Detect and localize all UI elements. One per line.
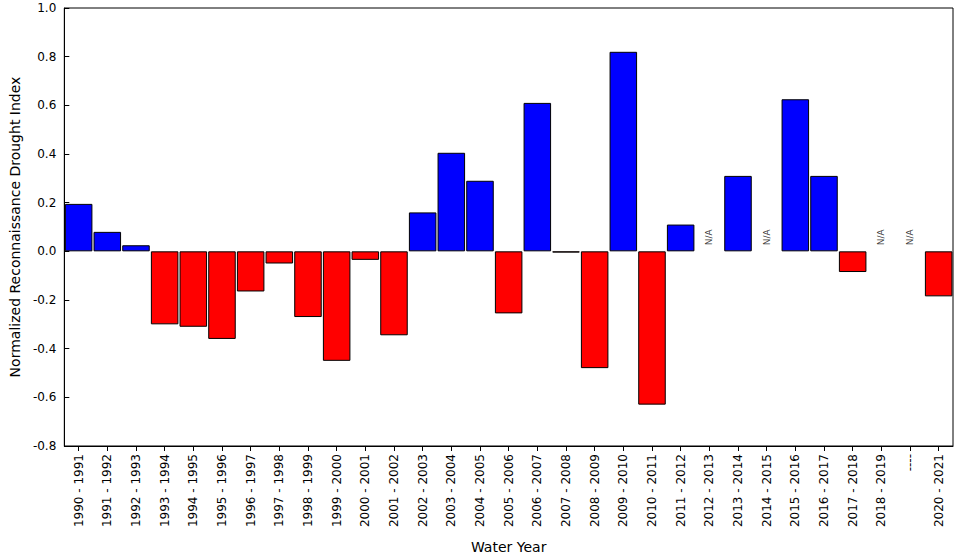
svg-text:2004 - 2005: 2004 - 2005 [473, 454, 487, 527]
svg-text:----: ---- [903, 454, 917, 471]
svg-text:1992 - 1993: 1992 - 1993 [129, 454, 143, 527]
svg-text:Normalized Reconnaissance Drou: Normalized Reconnaissance Drought Index [7, 77, 23, 378]
svg-text:0.0: 0.0 [37, 244, 56, 258]
svg-text:2003 - 2004: 2003 - 2004 [444, 454, 458, 527]
svg-text:2013 - 2014: 2013 - 2014 [731, 454, 745, 527]
svg-text:1999 - 2000: 1999 - 2000 [330, 454, 344, 527]
svg-text:2002 - 2003: 2002 - 2003 [416, 454, 430, 527]
svg-text:1997 - 1998: 1997 - 1998 [272, 454, 286, 527]
svg-text:-0.6: -0.6 [33, 390, 56, 404]
svg-text:Water Year: Water Year [471, 539, 547, 555]
svg-text:N/A: N/A [704, 229, 714, 246]
svg-text:2015 - 2016: 2015 - 2016 [788, 454, 802, 527]
svg-text:2008 - 2009: 2008 - 2009 [588, 454, 602, 527]
svg-text:2011 - 2012: 2011 - 2012 [674, 454, 688, 527]
svg-text:2017 - 2018: 2017 - 2018 [846, 454, 860, 527]
svg-text:-0.4: -0.4 [33, 342, 56, 356]
svg-text:2012 - 2013: 2012 - 2013 [702, 454, 716, 527]
svg-text:-0.8: -0.8 [33, 439, 56, 453]
svg-text:-0.2: -0.2 [33, 293, 56, 307]
svg-text:1990 - 1991: 1990 - 1991 [72, 454, 86, 527]
svg-text:N/A: N/A [876, 229, 886, 246]
svg-text:1993 - 1994: 1993 - 1994 [158, 454, 172, 527]
svg-text:1996 - 1997: 1996 - 1997 [244, 454, 258, 527]
svg-text:1998 - 1999: 1998 - 1999 [301, 454, 315, 527]
svg-text:2006 - 2007: 2006 - 2007 [530, 454, 544, 527]
svg-text:2016 - 2017: 2016 - 2017 [817, 454, 831, 527]
svg-text:2005 - 2006: 2005 - 2006 [502, 454, 516, 527]
svg-text:1995 - 1996: 1995 - 1996 [215, 454, 229, 527]
svg-text:0.4: 0.4 [37, 147, 56, 161]
svg-text:1.0: 1.0 [37, 1, 56, 15]
svg-text:2001 - 2002: 2001 - 2002 [387, 454, 401, 527]
svg-text:2014 - 2015: 2014 - 2015 [760, 454, 774, 527]
svg-text:0.6: 0.6 [37, 98, 56, 112]
svg-text:N/A: N/A [762, 229, 772, 246]
svg-text:N/A: N/A [905, 229, 915, 246]
svg-text:2007 - 2008: 2007 - 2008 [559, 454, 573, 527]
svg-text:0.8: 0.8 [37, 50, 56, 64]
svg-text:2000 - 2001: 2000 - 2001 [358, 454, 372, 527]
svg-text:0.2: 0.2 [37, 196, 56, 210]
svg-text:1994 - 1995: 1994 - 1995 [186, 454, 200, 527]
svg-text:2020 - 2021: 2020 - 2021 [932, 454, 946, 527]
svg-text:2018 - 2019: 2018 - 2019 [874, 454, 888, 527]
svg-text:2010 - 2011: 2010 - 2011 [645, 454, 659, 527]
svg-text:1991 - 1992: 1991 - 1992 [100, 454, 114, 527]
svg-text:2009 - 2010: 2009 - 2010 [616, 454, 630, 527]
